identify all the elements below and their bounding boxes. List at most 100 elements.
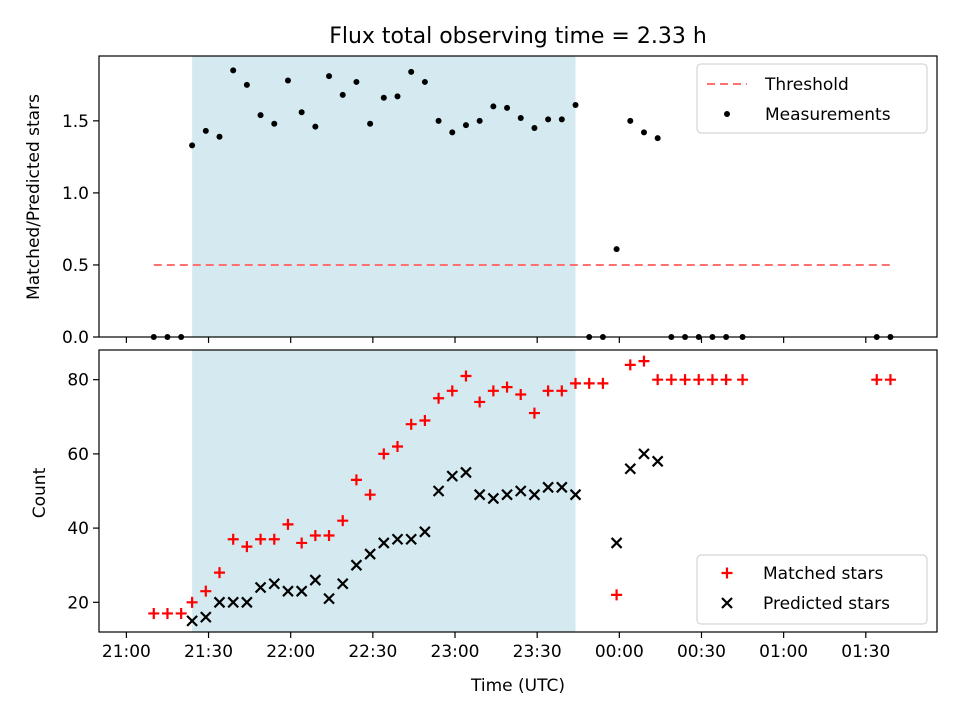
measurement-point [572,101,579,108]
matched-star-point [213,567,225,579]
measurement-point [353,78,360,85]
top-axes-frame [98,55,938,338]
measurement-point [558,116,565,123]
x-tick-label: 01:30 [841,642,890,662]
legend-matched-swatch [721,567,733,579]
bottom-axes-frame [98,349,938,633]
matched-star-point [515,389,527,401]
matched-star-point [652,374,664,386]
matched-star-point [255,533,267,545]
bottom-y-tick-label: 80 [67,371,89,391]
matched-star-point [693,374,705,386]
predicted-star-point [405,533,417,546]
top-y-tick-label: 0.5 [62,256,89,276]
x-axis-label: Time (UTC) [470,676,565,696]
matched-star-point [665,374,677,386]
measurement-point [640,129,647,136]
matched-star-point [624,359,636,371]
measurement-point [627,117,634,124]
predicted-star-point [391,533,404,546]
matched-star-point [268,533,280,545]
matched-star-point [161,607,173,619]
matched-star-point [871,374,883,386]
matched-star-point [570,377,582,389]
measurement-point [517,114,524,121]
measurement-point [230,67,237,74]
matched-star-point [392,440,404,452]
measurement-point [271,120,278,127]
measurement-point [339,91,346,98]
predicted-star-point [487,492,500,505]
predicted-star-point [610,537,623,549]
predicted-star-point [651,455,664,468]
x-tick-label: 23:30 [513,642,562,662]
legend-measurements-swatch [724,111,730,117]
matched-star-point [227,533,239,545]
top-panel: 0.0 0.5 1.0 1.5 Threshold Measurements [62,55,938,348]
top-shaded-span [192,56,576,337]
top-y-tick-label: 1.0 [62,184,89,204]
x-tick-label: 00:30 [677,642,726,662]
legend-measurements-label: Measurements [765,105,891,125]
legend-predicted-swatch [721,597,733,609]
matched-star-point [474,396,486,408]
x-tick-label: 21:00 [102,642,151,662]
matched-star-point [419,415,431,426]
bottom-legend-box [696,554,928,625]
matched-star-point [737,374,749,386]
matched-star-point [364,489,376,501]
predicted-star-point [542,481,554,494]
x-tick-label: 23:00 [431,642,480,662]
predicted-star-point [241,596,253,609]
matched-star-point [611,589,623,601]
predicted-star-point [473,488,486,501]
legend-matched-label: Matched stars [763,564,883,584]
matched-star-point [679,374,691,386]
measurement-point [380,94,387,101]
predicted-star-point [419,526,431,538]
matched-star-point [175,607,187,619]
predicted-star-point [213,596,226,609]
matched-star-point [501,381,513,393]
measurement-point [216,133,223,140]
predicted-star-point [569,488,582,501]
predicted-star-point [378,537,390,549]
matched-star-point [282,518,294,530]
matched-star-point [350,474,362,486]
predicted-star-point [295,585,308,597]
matched-star-point [542,385,554,397]
matched-star-point [884,374,896,386]
top-y-tick-label: 0.0 [62,328,89,348]
measurement-point [189,142,196,149]
predicted-star-point [282,585,294,597]
matched-star-point [296,537,308,549]
bottom-y-axis-label: Count [30,467,50,518]
matched-star-point [638,355,650,367]
x-tick-label: 22:00 [266,642,315,662]
matched-star-point [148,607,160,619]
measurement-point [476,117,483,124]
top-y-axis-label: Matched/Predicted stars [24,94,44,300]
matched-star-point [706,374,718,386]
matched-star-point [433,392,445,404]
matched-star-point [597,377,609,389]
measurement-point [504,104,511,111]
measurement-point [449,129,456,136]
predicted-star-point [309,574,322,586]
measurement-point [284,77,291,84]
bottom-y-tick-label: 20 [67,593,89,613]
predicted-star-point [254,581,267,594]
matched-star-point [309,530,321,542]
measurement-point [394,93,401,100]
predicted-star-point [638,448,650,460]
measurement-point [654,135,661,142]
predicted-star-point [514,485,527,497]
matched-star-point [186,596,198,608]
chart-title: Flux total observing time = 2.33 h [329,24,707,49]
predicted-star-point [446,470,459,482]
bottom-y-tick-label: 40 [67,519,89,539]
predicted-star-point [624,462,637,475]
matched-star-point [583,377,595,389]
matched-star-point [720,374,732,386]
bottom-panel: 20 40 60 80 21:00 21:30 22:00 22:30 23:00 23:30 00… [67,349,938,662]
